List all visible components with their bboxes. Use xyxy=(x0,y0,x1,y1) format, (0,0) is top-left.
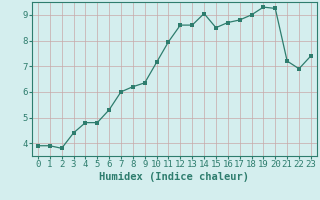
X-axis label: Humidex (Indice chaleur): Humidex (Indice chaleur) xyxy=(100,172,249,182)
